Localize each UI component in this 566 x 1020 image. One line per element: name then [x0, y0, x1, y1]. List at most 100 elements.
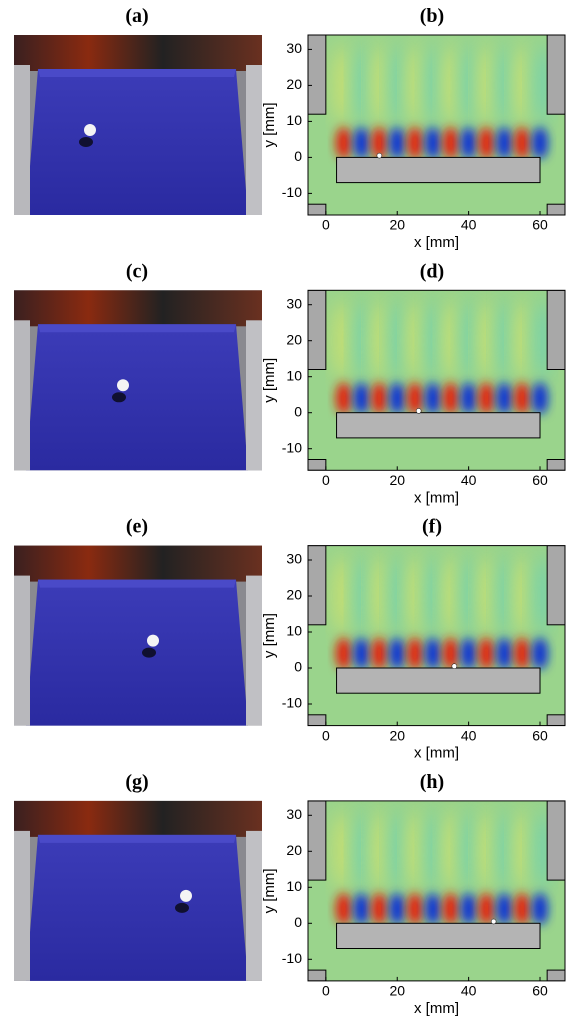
field-lobe: [407, 893, 423, 925]
x-tick-label: 20: [389, 983, 405, 999]
y-tick-label: 0: [294, 403, 302, 419]
droplet-marker: [491, 919, 496, 924]
field-band: [531, 45, 549, 125]
field-band: [335, 45, 353, 125]
field-lobe: [389, 638, 405, 670]
field-lobe: [425, 127, 441, 159]
side-right: [246, 831, 262, 981]
tray-rim: [38, 835, 236, 843]
y-tick-label: 0: [294, 659, 302, 675]
field-lobe: [496, 638, 512, 670]
wall-left: [308, 290, 326, 369]
wall-right: [547, 801, 565, 880]
beam: [337, 923, 540, 948]
y-tick-label: 10: [286, 878, 302, 894]
field-band: [424, 556, 442, 636]
x-tick-label: 0: [322, 983, 330, 999]
y-tick-label: -10: [282, 695, 302, 711]
photo-dark: [14, 35, 262, 71]
field: [308, 290, 565, 470]
beam: [337, 668, 540, 693]
wall-left: [308, 35, 326, 114]
y-tick-label: 20: [286, 331, 302, 347]
droplet-marker: [452, 664, 457, 669]
field-band: [442, 45, 460, 125]
x-axis-label: x [mm]: [414, 234, 459, 251]
photo-dark: [14, 801, 262, 837]
x-tick-label: 0: [322, 472, 330, 488]
droplet-shadow: [175, 903, 189, 913]
x-tick-label: 60: [532, 983, 548, 999]
tray: [26, 835, 248, 981]
field-band: [495, 811, 513, 891]
field-lobe: [371, 382, 387, 414]
field-band: [477, 556, 495, 636]
field-band: [531, 301, 549, 381]
field-band: [335, 811, 353, 891]
plot-label: (b): [420, 5, 444, 27]
field-band: [388, 811, 406, 891]
droplet: [147, 635, 159, 647]
side-left: [14, 65, 30, 215]
field-lobe: [478, 382, 494, 414]
field-lobe: [532, 638, 548, 670]
field-band: [513, 45, 531, 125]
beam: [337, 413, 540, 438]
field-band: [335, 556, 353, 636]
beam: [337, 157, 540, 182]
field-lobe: [443, 127, 459, 159]
x-axis-label: x [mm]: [414, 745, 459, 762]
field: [308, 546, 565, 726]
droplet-shadow: [79, 137, 93, 147]
y-tick-label: 10: [286, 112, 302, 128]
y-tick-label: -10: [282, 184, 302, 200]
field-band: [370, 811, 388, 891]
field: [308, 35, 565, 215]
field-band: [460, 301, 478, 381]
field-lobe: [461, 638, 477, 670]
x-tick-label: 40: [461, 217, 477, 233]
x-tick-label: 0: [322, 727, 330, 743]
field-lobe: [443, 893, 459, 925]
x-tick-label: 20: [389, 727, 405, 743]
y-tick-label: 30: [286, 295, 302, 311]
field-lobe: [496, 382, 512, 414]
field-lobe: [425, 382, 441, 414]
wall-right-bottom: [547, 970, 565, 981]
field-lobe: [354, 382, 370, 414]
wall-right: [547, 290, 565, 369]
field-band: [335, 301, 353, 381]
x-tick-label: 60: [532, 727, 548, 743]
y-axis-label: y [mm]: [261, 868, 278, 913]
y-tick-label: 20: [286, 76, 302, 92]
field-lobe: [514, 127, 530, 159]
x-axis-label: x [mm]: [414, 489, 459, 506]
photo: [14, 35, 262, 215]
wall-right: [547, 35, 565, 114]
field-band: [406, 301, 424, 381]
field-lobe: [336, 893, 352, 925]
field-band: [388, 45, 406, 125]
wall-left-bottom: [308, 460, 326, 471]
photo-label: (c): [126, 260, 148, 282]
field-band: [531, 556, 549, 636]
field-band: [353, 556, 371, 636]
side-right: [246, 65, 262, 215]
photo: [14, 546, 262, 726]
y-axis-label: y [mm]: [261, 103, 278, 148]
field-lobe: [336, 382, 352, 414]
side-right: [246, 576, 262, 726]
field-lobe: [478, 638, 494, 670]
field-lobe: [425, 893, 441, 925]
wall-right: [547, 546, 565, 625]
field-lobe: [354, 127, 370, 159]
field-band: [424, 45, 442, 125]
field-band: [406, 556, 424, 636]
droplet-shadow: [112, 392, 126, 402]
y-tick-label: 0: [294, 148, 302, 164]
y-axis-label: y [mm]: [261, 358, 278, 403]
x-tick-label: 20: [389, 472, 405, 488]
field: [308, 801, 565, 981]
x-tick-label: 40: [461, 727, 477, 743]
droplet-marker: [416, 408, 421, 413]
